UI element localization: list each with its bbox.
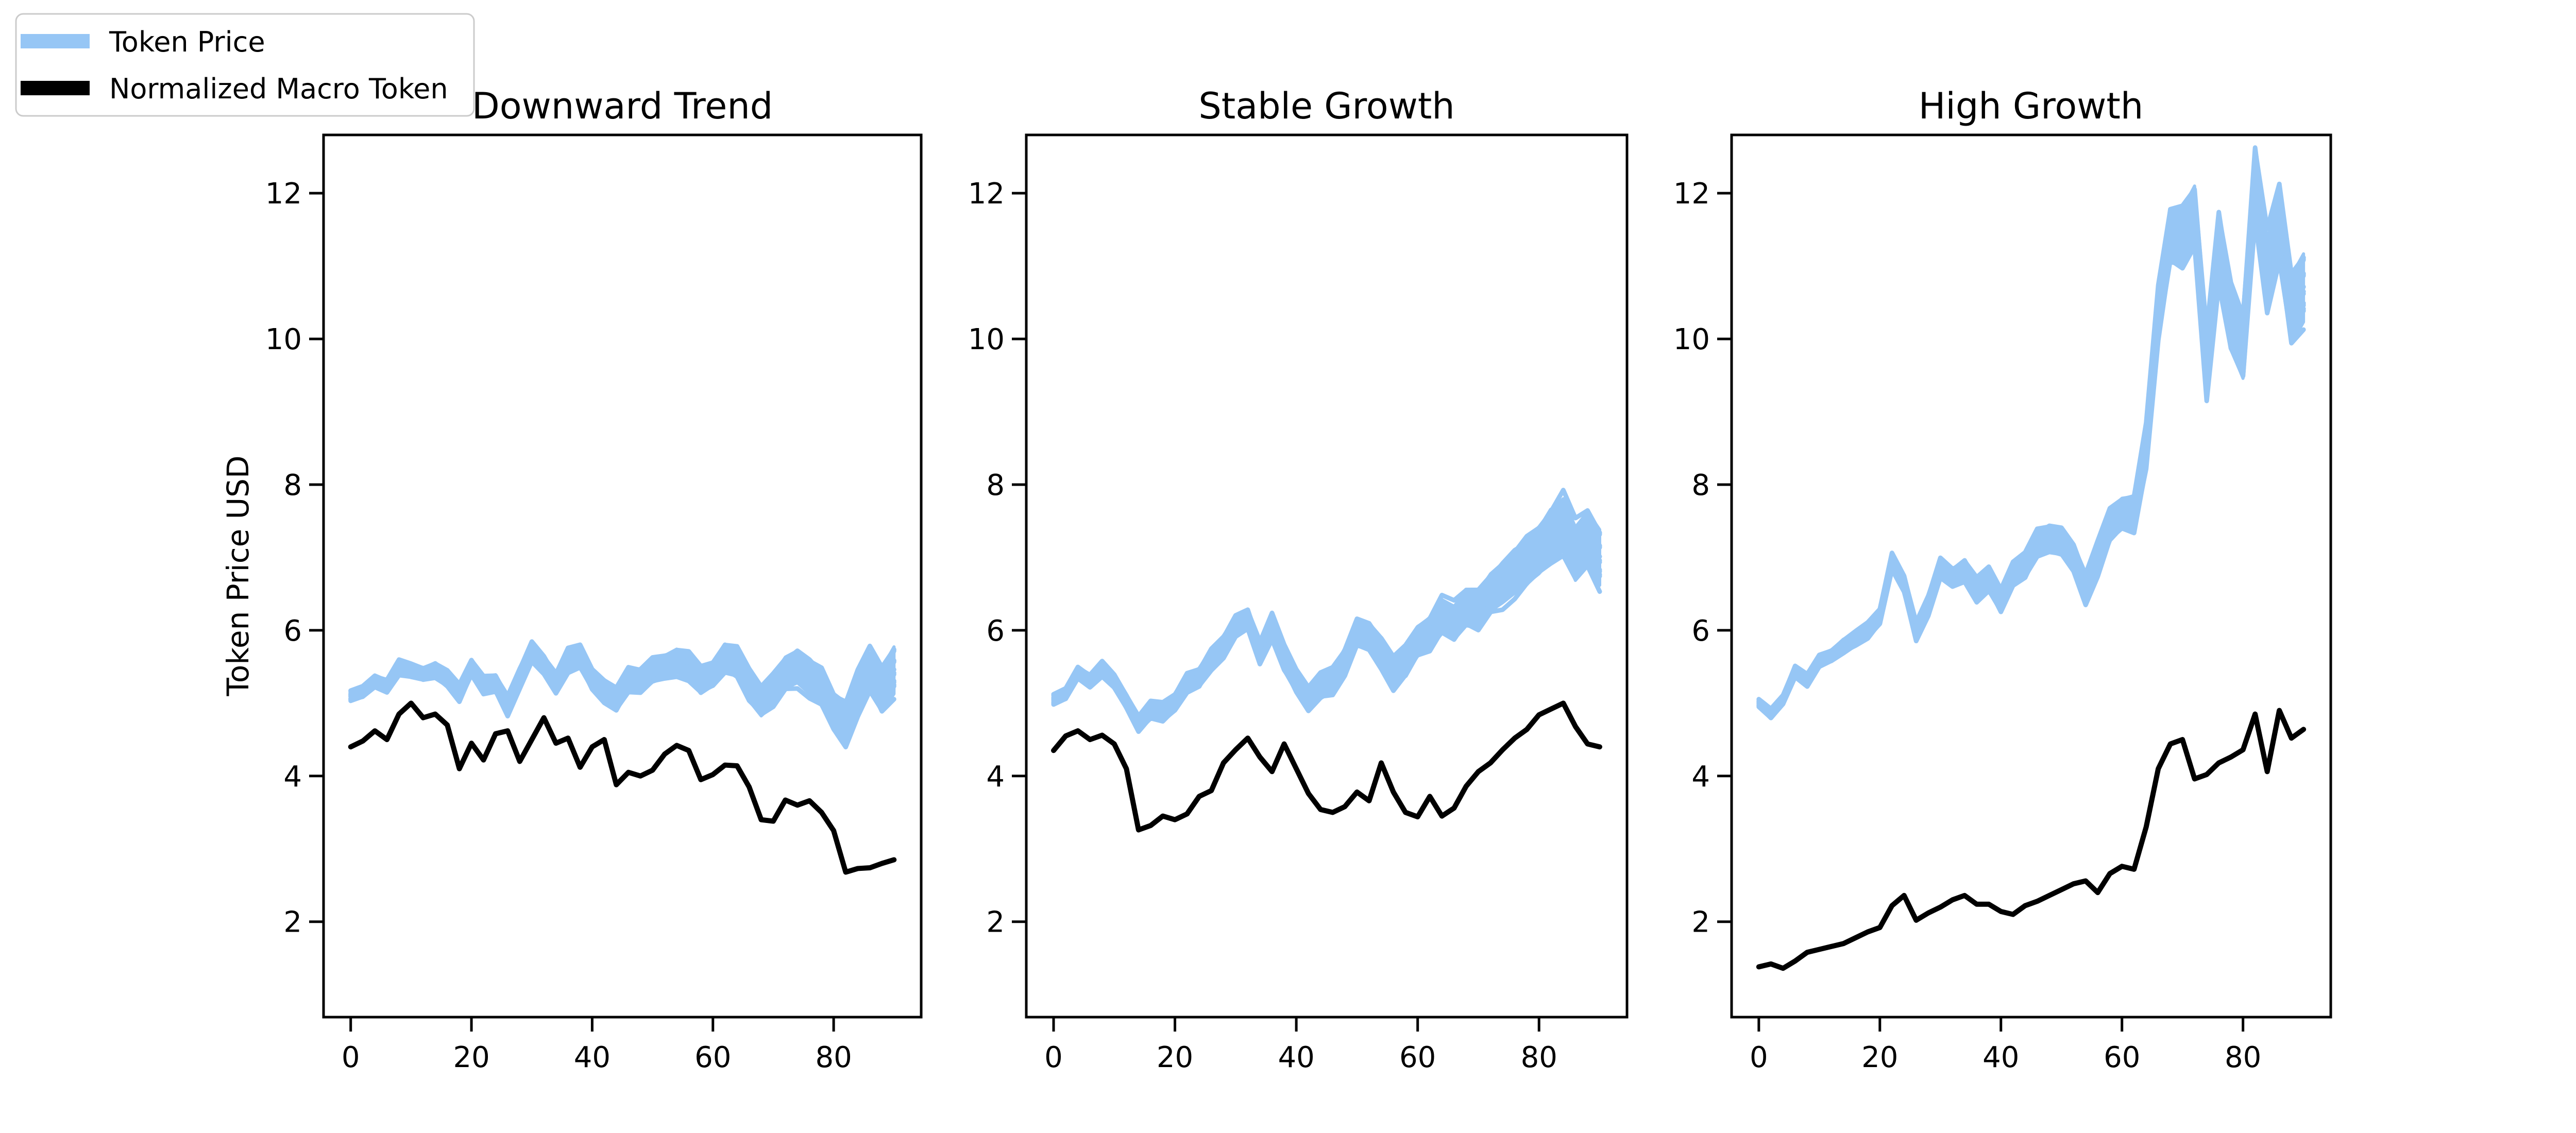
legend-label-token-price: Token Price (109, 26, 265, 58)
plot-area-downward-trend: 0 20 40 60 80 2 4 6 8 10 12 (265, 133, 923, 1074)
subplot-title: Stable Growth (1198, 85, 1454, 127)
subplot-downward-trend: Downward Trend 0 20 40 60 80 2 4 6 8 10 12 (265, 85, 923, 1074)
subplot-stable-growth: Stable Growth 0 20 40 60 80 2 4 6 8 10 12 (968, 85, 1629, 1074)
legend-swatch-macro-token (21, 81, 90, 95)
x-tick-label: 20 (1861, 1041, 1898, 1074)
y-tick-label: 12 (265, 177, 302, 211)
y-tick-label: 2 (283, 906, 302, 939)
x-tick-label: 40 (1278, 1041, 1314, 1074)
y-tick-label: 4 (283, 760, 302, 794)
y-tick-label: 2 (986, 906, 1005, 939)
y-tick-label: 6 (986, 614, 1005, 648)
axes-spines (322, 133, 923, 1019)
y-axis-label: Token Price USD (221, 455, 256, 696)
macro-token-line (1051, 700, 1602, 833)
x-tick-label: 60 (2104, 1041, 2140, 1074)
y-tick-label: 10 (265, 323, 302, 356)
y-tick-label: 10 (968, 323, 1005, 356)
y-tick-label: 8 (283, 469, 302, 502)
x-tick-label: 0 (1044, 1041, 1063, 1074)
legend-swatch-token-price (21, 34, 90, 48)
token-price-path (1051, 488, 1602, 719)
axes-spines (1730, 133, 2332, 1019)
y-tick-label: 6 (1691, 614, 1710, 648)
token-price-path (1756, 147, 2306, 714)
plot-area-stable-growth: 0 20 40 60 80 2 4 6 8 10 12 (968, 133, 1629, 1074)
subplot-title: High Growth (1919, 85, 2144, 127)
y-tick-label: 4 (1691, 760, 1710, 794)
x-tick-label: 40 (1982, 1041, 2019, 1074)
token-price-path (348, 642, 896, 706)
axes-spines (1025, 133, 1629, 1019)
x-tick-label: 80 (1521, 1041, 1557, 1074)
x-tick-label: 20 (1157, 1041, 1193, 1074)
y-tick-label: 10 (1673, 323, 1710, 356)
x-tick-label: 0 (1750, 1041, 1768, 1074)
legend: Token Price Normalized Macro Token (15, 13, 475, 117)
x-tick-label: 80 (815, 1041, 852, 1074)
x-tick-label: 20 (453, 1041, 489, 1074)
x-tick-label: 40 (574, 1041, 611, 1074)
y-tick-label: 6 (283, 614, 302, 648)
x-tick-label: 60 (694, 1041, 731, 1074)
y-tick-label: 8 (986, 469, 1005, 502)
y-tick-label: 8 (1691, 469, 1710, 502)
legend-frame (15, 13, 475, 117)
y-tick-label: 12 (1673, 177, 1710, 211)
x-tick-label: 0 (342, 1041, 360, 1074)
subplot-high-growth: High Growth 0 20 40 60 80 2 4 6 8 10 12 (1673, 85, 2332, 1074)
y-tick-label: 2 (1691, 906, 1710, 939)
macro-token-line (348, 700, 897, 875)
x-tick-label: 80 (2225, 1041, 2261, 1074)
plot-area-high-growth: 0 20 40 60 80 2 4 6 8 10 12 (1673, 133, 2332, 1074)
y-tick-label: 12 (968, 177, 1005, 211)
x-tick-label: 60 (1399, 1041, 1436, 1074)
subplot-title: Downward Trend (472, 85, 773, 127)
macro-token-line (1756, 708, 2307, 971)
legend-label-macro-token: Normalized Macro Token (109, 73, 448, 105)
y-tick-label: 4 (986, 760, 1005, 794)
